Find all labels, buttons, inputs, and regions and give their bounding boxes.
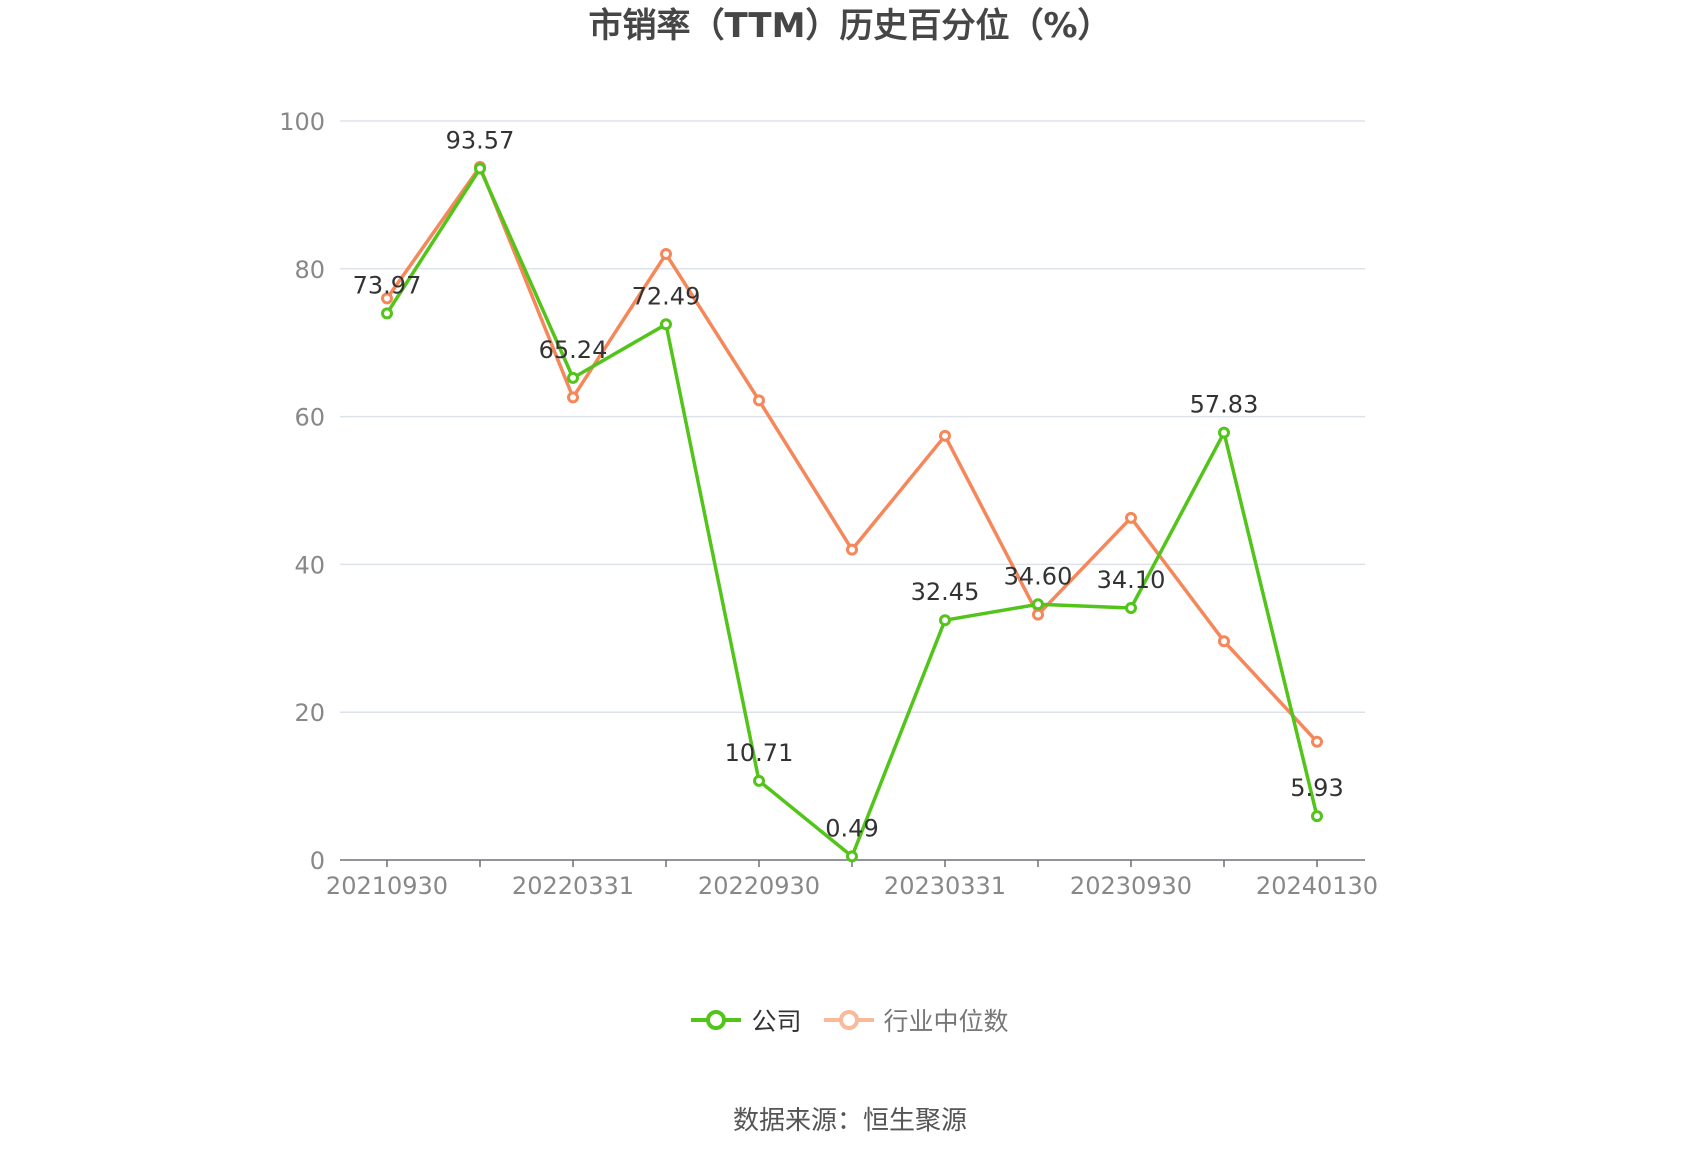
x-tick-label: 20220331	[512, 872, 634, 900]
data-label: 65.24	[539, 336, 608, 364]
series-line-industry	[385, 165, 1319, 744]
data-label: 32.45	[911, 578, 980, 606]
legend-company-line-circle-icon	[691, 1010, 742, 1030]
data-point-industry[interactable]	[660, 248, 672, 261]
data-source-note: 数据来源：恒生聚源	[732, 1106, 967, 1136]
series-line-company	[385, 166, 1319, 859]
data-point-company[interactable]	[567, 371, 579, 384]
data-label: 0.49	[825, 814, 878, 842]
data-point-company[interactable]	[474, 162, 486, 175]
series-lines	[381, 160, 1323, 863]
legend-label-industry: 行业中位数	[883, 1007, 1009, 1036]
data-point-company[interactable]	[1218, 426, 1230, 439]
x-axis-tick-labels: 20210930 20220331 20220930 20230331 20230930…	[326, 872, 1378, 900]
x-tick-label: 20230331	[884, 872, 1006, 900]
data-point-company[interactable]	[753, 774, 765, 787]
data-point-industry[interactable]	[1218, 635, 1230, 648]
legend-industry-line-circle-icon	[823, 1010, 874, 1030]
data-point-industry[interactable]	[381, 292, 393, 305]
data-label: 73.97	[353, 271, 422, 299]
legend: 公司 行业中位数	[0, 1002, 1700, 1038]
data-point-industry[interactable]	[1032, 608, 1044, 621]
data-point-industry[interactable]	[1125, 511, 1137, 524]
y-tick-label: 60	[294, 404, 325, 432]
data-point-industry[interactable]	[567, 391, 579, 404]
data-point-industry[interactable]	[846, 543, 858, 556]
data-point-company[interactable]	[1125, 602, 1137, 615]
x-tick-label: 20230930	[1070, 872, 1192, 900]
data-label: 10.71	[725, 739, 794, 767]
data-label: 93.57	[446, 127, 515, 155]
y-axis-tick-labels: 0 20 40 60 80 100	[279, 108, 325, 875]
data-point-industry[interactable]	[939, 429, 951, 442]
data-point-industry[interactable]	[753, 394, 765, 407]
legend-item-industry[interactable]: 行业中位数	[823, 1002, 1009, 1038]
y-tick-label: 80	[294, 256, 325, 284]
legend-label-company: 公司	[751, 1007, 802, 1036]
y-tick-label: 40	[294, 551, 325, 579]
legend-item-company[interactable]: 公司	[691, 1002, 802, 1038]
data-point-company[interactable]	[660, 318, 672, 331]
data-label: 34.60	[1004, 562, 1073, 590]
y-tick-label: 0	[310, 847, 325, 875]
x-tick-label: 20240130	[1256, 872, 1378, 900]
data-point-company[interactable]	[381, 307, 393, 320]
data-point-industry[interactable]	[1311, 735, 1323, 748]
data-point-company[interactable]	[846, 850, 858, 863]
data-point-company[interactable]	[939, 614, 951, 627]
data-label: 72.49	[632, 282, 701, 310]
chart-title: 市销率（TTM）历史百分位（%）	[588, 6, 1112, 46]
data-labels: 73.97 93.57 65.24 72.49 10.71 0.49 32.45 34.60 3…	[353, 127, 1344, 843]
grid-lines	[340, 120, 1365, 713]
data-point-company[interactable]	[1311, 810, 1323, 823]
data-label: 34.10	[1097, 566, 1166, 594]
data-label: 57.83	[1190, 391, 1259, 419]
y-tick-label: 20	[294, 699, 325, 727]
x-tick-label: 20220930	[698, 872, 820, 900]
y-tick-label: 100	[279, 108, 325, 136]
data-label: 5.93	[1290, 774, 1343, 802]
data-point-company[interactable]	[1032, 598, 1044, 611]
x-tick-label: 20210930	[326, 872, 448, 900]
